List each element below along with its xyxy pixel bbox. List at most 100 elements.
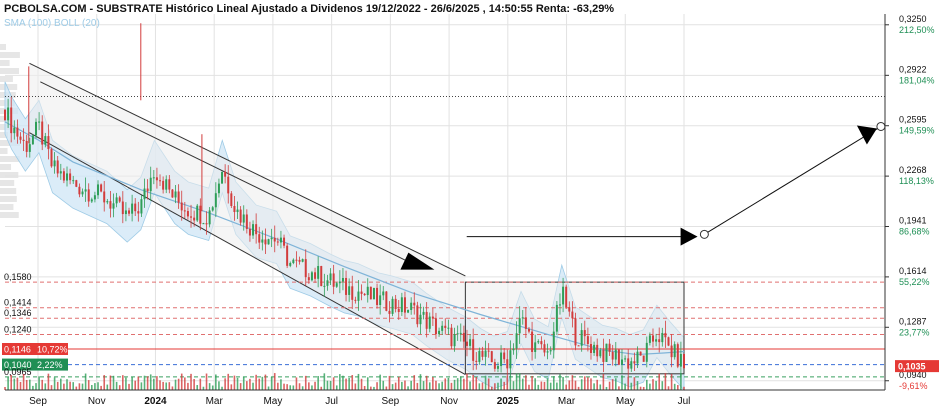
volume-bar (345, 378, 347, 390)
candle-body (211, 207, 214, 211)
volume-bar (509, 375, 512, 390)
volume-bar (559, 374, 561, 390)
candle-body (279, 237, 282, 243)
volume-bar (484, 375, 487, 390)
candle-body (397, 308, 400, 313)
candle-body (478, 350, 481, 362)
candle-body (462, 332, 465, 342)
volume-bar (512, 381, 515, 390)
volume-bar (466, 373, 468, 390)
volume-bar (56, 381, 59, 390)
volume-bar (242, 376, 245, 390)
volume-bar (283, 383, 285, 390)
candle-body (236, 209, 239, 213)
volume-bar (109, 375, 112, 390)
volume-bar (29, 379, 31, 390)
candle-body (227, 176, 230, 194)
candle-body (599, 350, 602, 357)
volume-bar (583, 376, 586, 390)
candle-body (307, 277, 310, 281)
volume-bar (106, 384, 109, 390)
candle-body (208, 210, 211, 225)
candle-body (205, 223, 208, 225)
candle-body (97, 184, 100, 196)
volume-bar (540, 381, 543, 390)
volume-bar (4, 387, 6, 390)
candle-body (465, 341, 468, 346)
candle-body (431, 316, 434, 319)
volume-bar (115, 381, 118, 390)
candle-body (155, 177, 158, 181)
candle-body (233, 205, 236, 213)
volume-bar (10, 375, 13, 390)
volume-bar (435, 380, 437, 390)
x-tick-label: Mar (558, 396, 576, 407)
candle-body (292, 259, 295, 264)
volume-bar (100, 385, 102, 390)
volume-bar (258, 378, 261, 390)
candle-body (16, 127, 19, 137)
candle-body (642, 355, 645, 362)
candle-body (75, 180, 78, 187)
volume-bar (472, 374, 474, 390)
volume-bar (683, 386, 685, 390)
volume-bar (339, 374, 341, 390)
volume-bar (556, 382, 558, 390)
candle-body (469, 339, 472, 346)
candle-body (645, 342, 648, 362)
volume-bar (627, 376, 629, 390)
candle-body (124, 210, 127, 215)
volume-bar (190, 373, 192, 390)
volume-bar (348, 378, 350, 390)
candle-body (518, 318, 521, 334)
candle-body (19, 136, 22, 140)
volume-bar (363, 386, 366, 390)
candle-body (552, 331, 555, 351)
level-tag-green (2, 358, 68, 371)
volume-bar (112, 375, 115, 390)
candle-body (376, 287, 379, 305)
volume-bar (614, 378, 617, 390)
level-label: 0,1146 (4, 345, 31, 355)
candle-body (38, 121, 41, 123)
volume-bar (605, 386, 608, 390)
volume-bar (543, 381, 546, 390)
volume-bar (159, 380, 161, 390)
x-tick-label: Mar (206, 396, 224, 407)
candle-body (425, 311, 428, 329)
candle-body (193, 217, 196, 221)
candle-body (221, 171, 224, 184)
volume-bar (370, 386, 372, 390)
volume-bar (565, 384, 567, 390)
volume-bar (357, 373, 360, 390)
candle-body (62, 171, 65, 181)
y-tick-label: 0,2595 (899, 115, 927, 125)
volume-bar (332, 377, 335, 390)
candle-body (329, 273, 332, 281)
volume-bar (503, 381, 505, 390)
candle-body (450, 327, 453, 347)
volume-bar (193, 378, 195, 390)
candle-body (252, 224, 255, 236)
volume-bar (649, 383, 651, 390)
candle-body (283, 237, 286, 246)
volume-bar (379, 374, 381, 390)
candle-body (72, 180, 75, 182)
volume-bar (596, 379, 598, 390)
candle-body (261, 239, 264, 243)
volume-bar (63, 383, 65, 390)
y-tick-pct: 118,13% (899, 176, 934, 186)
level-label: 0,1040 (4, 360, 32, 370)
volume-bar (50, 385, 53, 390)
volume-bar (531, 375, 533, 390)
candle-body (183, 210, 186, 212)
volume-bar (366, 377, 369, 390)
candle-body (648, 335, 651, 343)
volume-bar (360, 378, 363, 390)
candle-body (403, 297, 406, 313)
volume-bar (137, 376, 140, 390)
candle-body (608, 343, 611, 352)
candle-body (487, 350, 490, 352)
candle-body (611, 351, 614, 360)
volume-profile-bar (0, 204, 14, 210)
